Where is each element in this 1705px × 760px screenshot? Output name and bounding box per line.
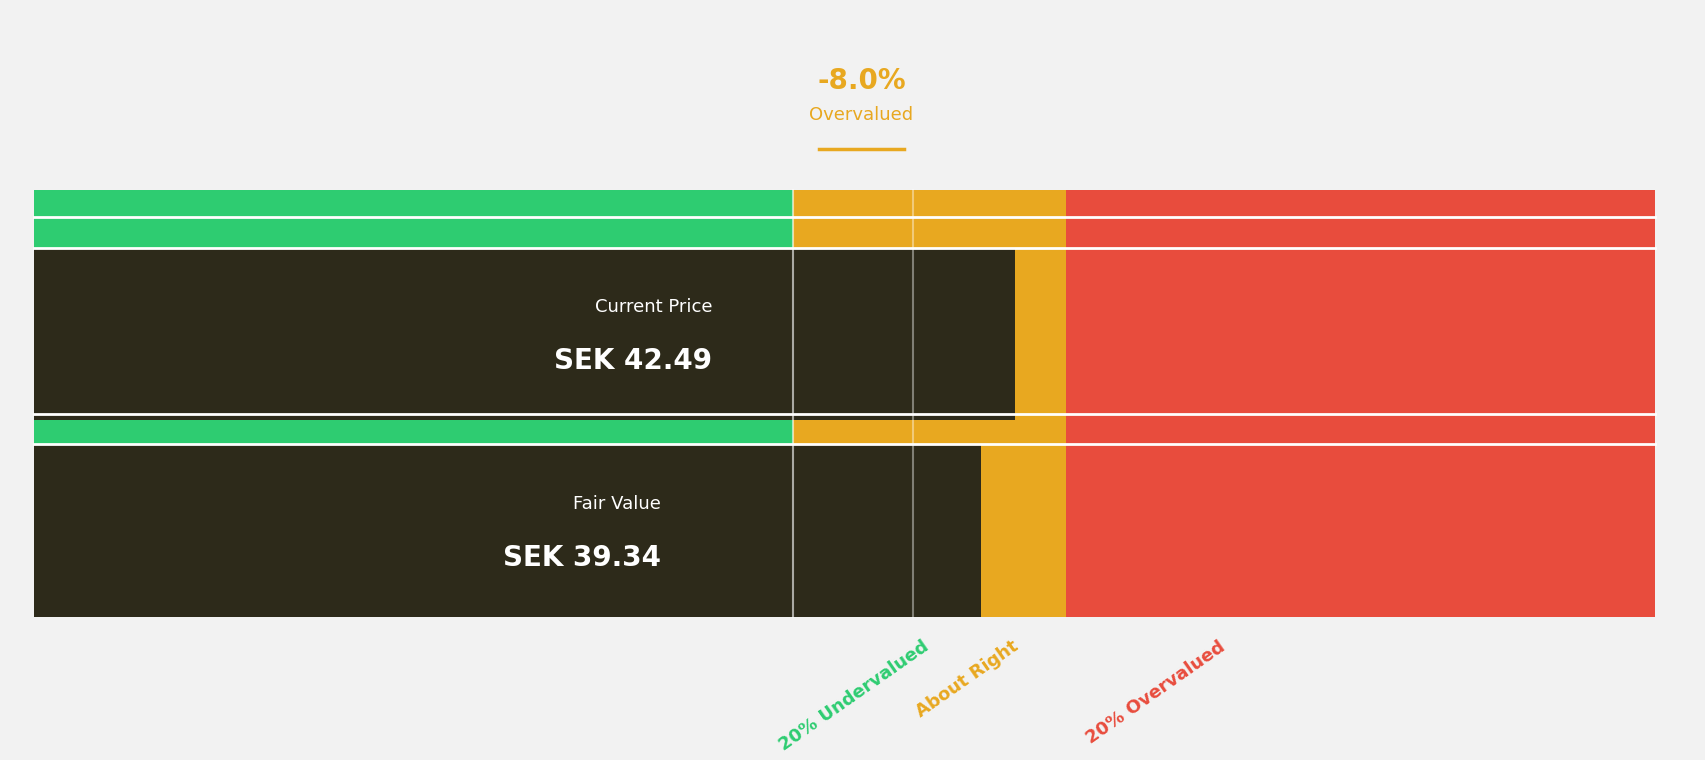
Bar [1066, 190, 1654, 617]
Text: 20% Undervalued: 20% Undervalued [776, 638, 933, 755]
Bar [34, 248, 793, 420]
Bar [34, 248, 1014, 420]
Bar [34, 445, 793, 617]
Text: -8.0%: -8.0% [817, 68, 905, 96]
Text: Fair Value: Fair Value [573, 495, 662, 512]
Text: Overvalued: Overvalued [808, 106, 914, 125]
Bar [793, 190, 1066, 617]
Bar [34, 445, 980, 617]
Text: SEK 39.34: SEK 39.34 [503, 544, 662, 572]
Text: About Right: About Right [912, 638, 1021, 721]
Text: Current Price: Current Price [595, 298, 713, 316]
Bar [34, 190, 793, 617]
Text: SEK 42.49: SEK 42.49 [554, 347, 713, 375]
Text: 20% Overvalued: 20% Overvalued [1083, 638, 1228, 747]
